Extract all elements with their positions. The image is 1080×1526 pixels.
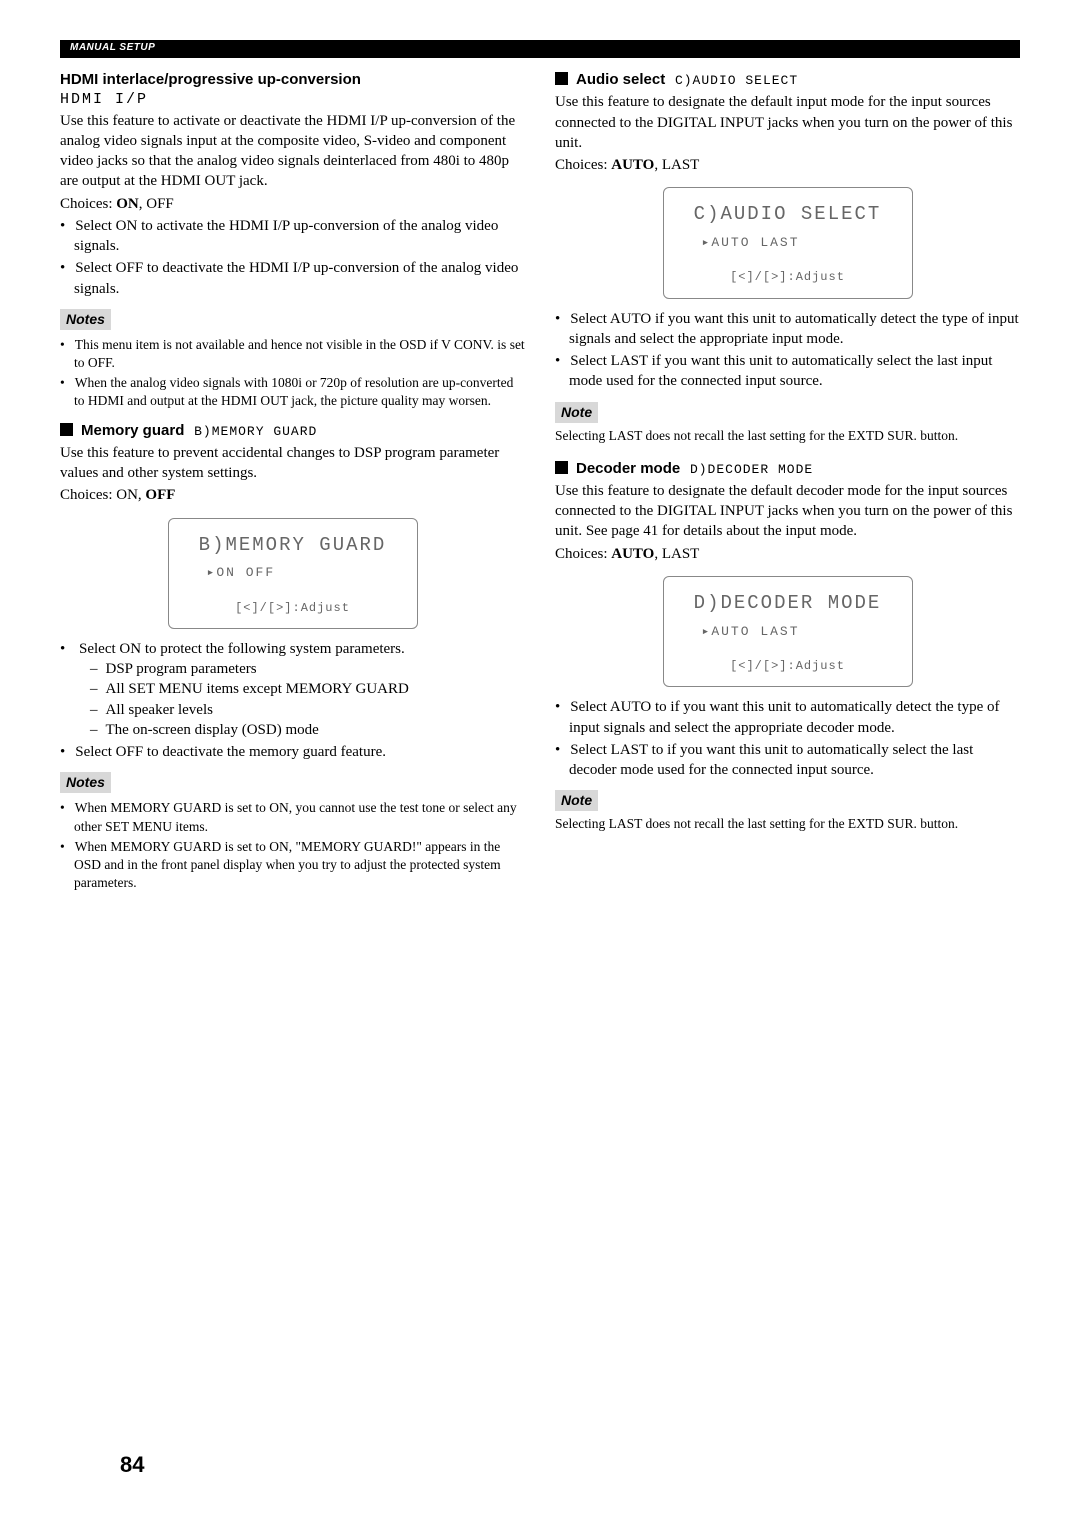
memory-dash-2: All SET MENU items except MEMORY GUARD: [104, 679, 525, 699]
square-icon: [60, 423, 73, 436]
audio-choices: Choices: AUTO, LAST: [555, 155, 1020, 175]
memory-b1-text: Select ON to protect the following syste…: [79, 641, 405, 657]
audio-desc: Use this feature to designate the defaul…: [555, 92, 1020, 153]
notes-label: Notes: [60, 772, 111, 793]
memory-desc: Use this feature to prevent accidental c…: [60, 443, 525, 484]
left-column: HDMI interlace/progressive up-conversion…: [60, 70, 525, 896]
hdmi-note-2: When the analog video signals with 1080i…: [74, 374, 525, 410]
hdmi-title: HDMI interlace/progressive up-conversion: [60, 70, 525, 90]
osd-hint: [<]/[>]:Adjust: [682, 658, 894, 674]
memory-dashes: DSP program parameters All SET MENU item…: [74, 659, 525, 740]
memory-bullet-off: Select OFF to deactivate the memory guar…: [74, 742, 525, 762]
memory-heading: Memory guard: [81, 422, 184, 439]
osd-options: ▸AUTO LAST: [702, 623, 894, 641]
memory-bullet-on: Select ON to protect the following syste…: [74, 639, 525, 740]
audio-heading: Audio select: [576, 71, 665, 88]
memory-choices: Choices: ON, OFF: [60, 485, 525, 505]
osd-hint: [<]/[>]:Adjust: [682, 269, 894, 285]
choices-prefix: Choices:: [555, 157, 611, 173]
audio-bullets: Select AUTO if you want this unit to aut…: [555, 309, 1020, 392]
decoder-osd-label: D)DECODER MODE: [690, 462, 813, 477]
osd-options: ▸AUTO LAST: [702, 234, 894, 252]
hdmi-desc: Use this feature to activate or deactiva…: [60, 111, 525, 192]
decoder-desc: Use this feature to designate the defaul…: [555, 481, 1020, 542]
memory-heading-row: Memory guard B)MEMORY GUARD: [60, 421, 525, 441]
audio-osd-label: C)AUDIO SELECT: [675, 73, 798, 88]
memory-note-1: When MEMORY GUARD is set to ON, you cann…: [74, 799, 525, 835]
decoder-choices: Choices: AUTO, LAST: [555, 544, 1020, 564]
osd-hint: [<]/[>]:Adjust: [187, 600, 399, 616]
header-bar: MANUAL SETUP: [60, 40, 1020, 58]
choices-prefix: Choices:: [555, 546, 611, 562]
memory-note-2: When MEMORY GUARD is set to ON, "MEMORY …: [74, 838, 525, 893]
memory-dash-4: The on-screen display (OSD) mode: [104, 720, 525, 740]
hdmi-osd-label: HDMI I/P: [60, 90, 525, 110]
decoder-note: Selecting LAST does not recall the last …: [555, 815, 1020, 833]
memory-bullets: Select ON to protect the following syste…: [60, 639, 525, 763]
note-label: Note: [555, 790, 598, 811]
square-icon: [555, 461, 568, 474]
content-columns: HDMI interlace/progressive up-conversion…: [60, 70, 1020, 896]
choices-prefix: Choices:: [60, 196, 116, 212]
memory-osd-box: B)MEMORY GUARD ▸ON OFF [<]/[>]:Adjust: [168, 518, 418, 629]
hdmi-bullets: Select ON to activate the HDMI I/P up-co…: [60, 216, 525, 299]
osd-title: B)MEMORY GUARD: [187, 533, 399, 559]
choices-bold: ON: [116, 196, 139, 212]
square-icon: [555, 72, 568, 85]
choices-prefix: Choices: ON,: [60, 487, 145, 503]
choices-rest: , LAST: [654, 157, 699, 173]
audio-bullet-2: Select LAST if you want this unit to aut…: [569, 351, 1020, 392]
hdmi-notes: This menu item is not available and henc…: [60, 336, 525, 411]
hdmi-note-1: This menu item is not available and henc…: [74, 336, 525, 372]
choices-bold: AUTO: [611, 546, 654, 562]
osd-title: D)DECODER MODE: [682, 591, 894, 617]
decoder-heading-row: Decoder mode D)DECODER MODE: [555, 459, 1020, 479]
audio-heading-row: Audio select C)AUDIO SELECT: [555, 70, 1020, 90]
osd-title: C)AUDIO SELECT: [682, 202, 894, 228]
hdmi-choices: Choices: ON, OFF: [60, 194, 525, 214]
decoder-bullet-2: Select LAST to if you want this unit to …: [569, 740, 1020, 781]
notes-label: Notes: [60, 309, 111, 330]
osd-options: ▸ON OFF: [207, 564, 399, 582]
audio-bullet-1: Select AUTO if you want this unit to aut…: [569, 309, 1020, 350]
audio-osd-box: C)AUDIO SELECT ▸AUTO LAST [<]/[>]:Adjust: [663, 187, 913, 298]
decoder-heading: Decoder mode: [576, 460, 680, 477]
memory-dash-1: DSP program parameters: [104, 659, 525, 679]
decoder-osd-box: D)DECODER MODE ▸AUTO LAST [<]/[>]:Adjust: [663, 576, 913, 687]
choices-rest: , OFF: [139, 196, 174, 212]
memory-dash-3: All speaker levels: [104, 700, 525, 720]
right-column: Audio select C)AUDIO SELECT Use this fea…: [555, 70, 1020, 896]
memory-notes: When MEMORY GUARD is set to ON, you cann…: [60, 799, 525, 892]
audio-note: Selecting LAST does not recall the last …: [555, 427, 1020, 445]
page-number: 84: [120, 1450, 144, 1480]
memory-osd-label: B)MEMORY GUARD: [194, 424, 317, 439]
note-label: Note: [555, 402, 598, 423]
hdmi-bullet-2: Select OFF to deactivate the HDMI I/P up…: [74, 258, 525, 299]
hdmi-bullet-1: Select ON to activate the HDMI I/P up-co…: [74, 216, 525, 257]
decoder-bullet-1: Select AUTO to if you want this unit to …: [569, 697, 1020, 738]
choices-bold: OFF: [145, 487, 175, 503]
decoder-bullets: Select AUTO to if you want this unit to …: [555, 697, 1020, 780]
choices-bold: AUTO: [611, 157, 654, 173]
choices-rest: , LAST: [654, 546, 699, 562]
header-label: MANUAL SETUP: [70, 41, 155, 55]
